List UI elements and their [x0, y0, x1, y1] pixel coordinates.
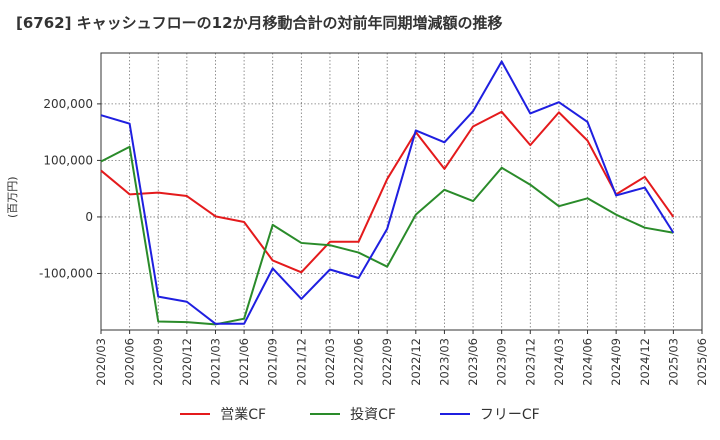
x-tick-label: 2025/03 [666, 338, 680, 386]
series-line-0 [100, 110, 675, 274]
legend-item-investing-cf: 投資CF [310, 404, 396, 424]
x-tick-label: 2023/09 [495, 338, 509, 386]
legend-item-free-cf: フリーCF [439, 404, 540, 424]
x-tick-label: 2020/12 [180, 338, 194, 386]
x-tick-label: 2020/03 [94, 338, 108, 386]
x-tick-label: 2024/06 [581, 338, 595, 386]
legend-label-operating-cf: 営業CF [220, 407, 267, 423]
series-line-1 [100, 145, 674, 326]
legend: 営業CF 投資CF フリーCF [0, 404, 720, 424]
x-tick-label: 2024/12 [638, 338, 652, 386]
x-tick-label: 2025/06 [695, 338, 709, 386]
y-tick-label: 100,000 [43, 153, 93, 167]
x-tick-label: 2021/09 [266, 338, 280, 386]
series-line-2 [100, 60, 675, 325]
legend-item-operating-cf: 営業CF [180, 404, 266, 424]
y-tick-label: -100,000 [39, 266, 93, 280]
x-tick-label: 2020/06 [123, 338, 137, 386]
x-tick-label: 2021/06 [237, 338, 251, 386]
y-tick-label: 0 [85, 210, 93, 224]
x-tick-label: 2021/12 [294, 338, 308, 386]
x-tick-label: 2023/06 [466, 338, 480, 386]
legend-label-investing-cf: 投資CF [350, 407, 396, 423]
plot-frame [100, 52, 703, 331]
chart-title: [6762] キャッシュフローの12か月移動合計の対前年同期増減額の推移 [16, 14, 503, 32]
x-tick-label: 2021/03 [208, 338, 222, 386]
x-tick-label: 2022/03 [323, 338, 337, 386]
legend-swatch-operating-cf [180, 413, 211, 415]
x-tick-label: 2022/12 [409, 338, 423, 386]
x-tick-label: 2023/12 [523, 338, 537, 386]
x-tick-label: 2024/09 [609, 338, 623, 386]
legend-swatch-free-cf [439, 413, 470, 415]
x-tick-label: 2023/03 [437, 338, 451, 386]
legend-label-free-cf: フリーCF [479, 407, 540, 423]
x-tick-label: 2020/09 [151, 338, 165, 386]
x-tick-label: 2022/06 [352, 338, 366, 386]
x-tick-label: 2024/03 [552, 338, 566, 386]
x-tick-label: 2022/09 [380, 338, 394, 386]
y-tick-label: 200,000 [43, 97, 93, 111]
legend-swatch-investing-cf [310, 413, 341, 415]
